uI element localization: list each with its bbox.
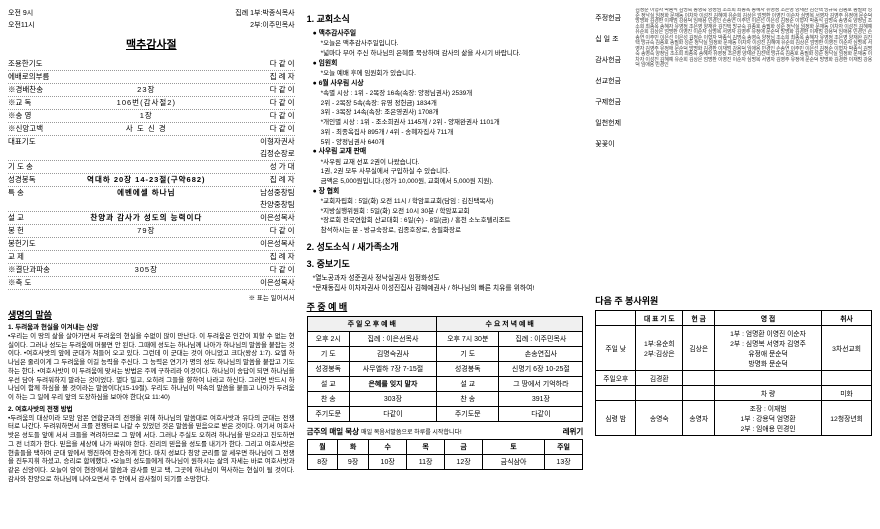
sermon-p2: •두려움의 대상이라 모암 암몬 연합군과의 전쟁을 위해 하나님의 말씀대로 … bbox=[8, 415, 295, 485]
news-h3: 3. 중보기도 bbox=[307, 257, 584, 270]
sermon-p1: •우리는 이 땅의 삶을 살아가면서 두려움의 현실을 수없이 많이 만난다. … bbox=[8, 333, 295, 403]
sermon-title: 생명의 말씀 bbox=[8, 308, 295, 321]
news-h2: 2. 성도소식 / 새가족소개 bbox=[307, 240, 584, 253]
service-times-2: 오전11시 2부:이주민목사 bbox=[8, 20, 295, 30]
news-list: ● 맥추감사주일*오늘은 맥추감사주일입니다.*넓마다 부어 주신 하나님의 은… bbox=[307, 29, 584, 236]
order-of-service: 조용한기도다 같 이에배로의부름집 례 자※경배찬송23장다 같 이※교 독10… bbox=[8, 58, 295, 290]
order-note: ※ 표는 일어서서 bbox=[8, 292, 295, 302]
time1: 오전 9시 bbox=[8, 10, 33, 17]
daily-med-title: 금주의 매일 묵상 매일 복음서말씀으로 하루를 시작합니다! 레위기 bbox=[307, 426, 584, 437]
prayer1: *열노공과자 성준권사 정낙실권사 임정화성도 bbox=[307, 274, 584, 284]
offering-names-block: 김정순 이형자 박종식 김명숙 송영숙 양정님 조소희 최종옥 송혜자 유영정 … bbox=[635, 8, 872, 288]
bulletin-title: 맥추감사절 bbox=[8, 36, 295, 52]
sermon-p2-title: 2. 여호사밧의 전쟁 방법 bbox=[8, 406, 295, 415]
news-column: 1. 교회소식 ● 맥추감사주일*오늘은 맥추감사주일입니다.*넓마다 부어 주… bbox=[307, 8, 584, 485]
service-times: 오전 9시 집례 1부:박종식목사 bbox=[8, 8, 295, 18]
week-worship-title: 주 중 예 배 bbox=[307, 300, 584, 313]
news-h1: 1. 교회소식 bbox=[307, 12, 584, 25]
week-worship-table: 주 일 오 후 예 배 수 요 저 녁 예 배 오후 2시 집례 : 이은선목사… bbox=[307, 316, 584, 422]
sermon-p1-title: 1. 두려움과 현실을 이겨내는 신앙 bbox=[8, 324, 295, 333]
next-week-table: 대 표 기 도 헌 금 영 접 취사 주일 낮1부:유순희2부:김상은김상은1부… bbox=[595, 310, 872, 436]
worship-order-column: 오전 9시 집례 1부:박종식목사 오전11시 2부:이주민목사 맥추감사절 조… bbox=[8, 8, 295, 485]
offering-categories: 주정헌금 십 일 조 감사헌금 선교헌금 구제헌금 일천헌제 꽃꽃이 bbox=[595, 8, 631, 288]
time2: 오전11시 bbox=[8, 22, 35, 29]
offerings-column: 주정헌금 십 일 조 감사헌금 선교헌금 구제헌금 일천헌제 꽃꽃이 김정순 이… bbox=[595, 8, 872, 485]
next-week-title: 다음 주 봉사위원 bbox=[595, 294, 872, 307]
daily-med-table: 월화수목금토주일 8장9장10장11장12장금식삼아13장 bbox=[307, 439, 584, 470]
prayer2: *문재동집사 이차자권사 이성진집사 김혜예권사 / 하나님의 빠른 치유를 위… bbox=[307, 284, 584, 294]
